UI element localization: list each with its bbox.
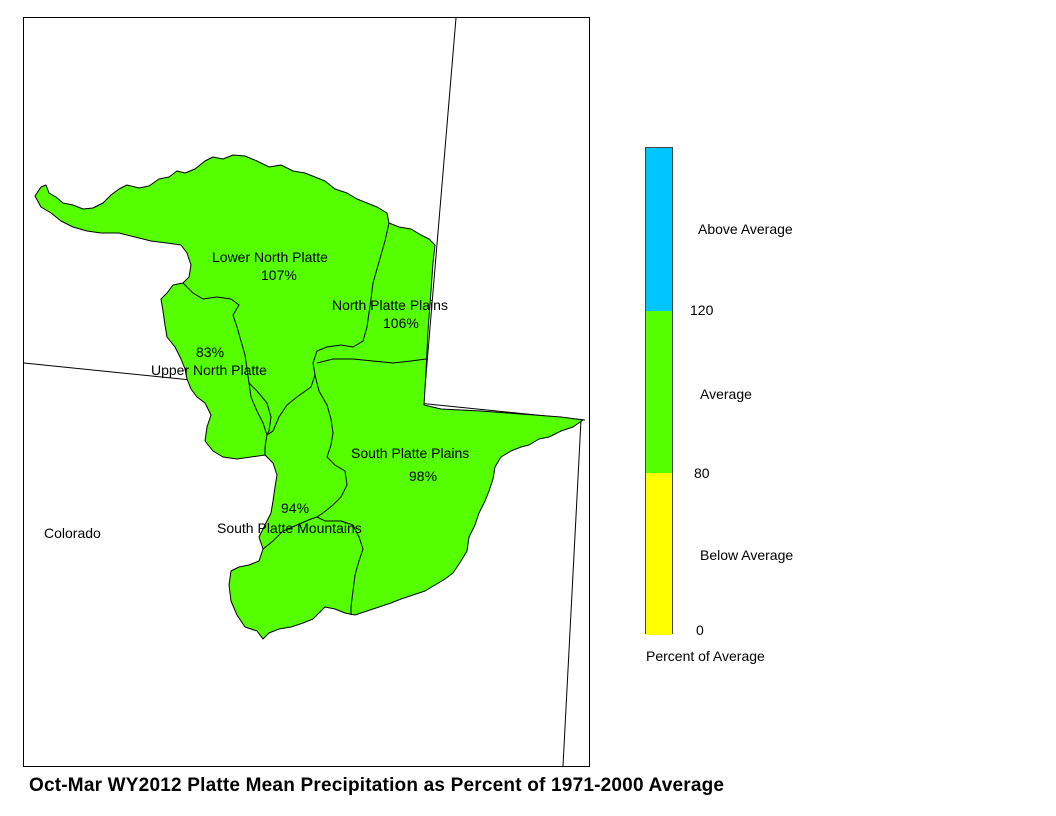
map-title: Oct-Mar WY2012 Platte Mean Precipitation…	[29, 775, 725, 796]
basin-percent-south-platte-mountains: 94%	[281, 500, 310, 516]
legend-label-average: Average	[700, 386, 752, 402]
platte-basin-area	[34, 154, 584, 640]
basin-percent-south-platte-plains: 98%	[409, 468, 438, 484]
map-svg	[24, 18, 586, 766]
legend-break-120: 120	[690, 302, 714, 318]
legend-swatch-below-average	[646, 473, 672, 635]
legend-title: Percent of Average	[646, 648, 765, 664]
state-label: Colorado	[44, 525, 101, 541]
legend-swatch-average	[646, 311, 672, 473]
state-boundary-line	[562, 419, 582, 766]
legend-label-above-average: Above Average	[698, 221, 793, 237]
basin-percent-lower-north-platte: 107%	[261, 267, 297, 283]
legend-break-0: 0	[696, 622, 704, 638]
basin-name-north-platte-plains: North Platte Plains	[332, 297, 448, 313]
basin-name-south-platte-mountains: South Platte Mountains	[217, 520, 362, 536]
legend-color-bar	[645, 147, 673, 635]
basin-name-upper-north-platte: Upper North Platte	[151, 362, 267, 378]
legend-label-below-average: Below Average	[700, 547, 794, 563]
basin-name-lower-north-platte: Lower North Platte	[212, 249, 328, 265]
basin-percent-upper-north-platte: 83%	[196, 344, 225, 360]
basin-percent-north-platte-plains: 106%	[383, 315, 419, 331]
legend-break-80: 80	[694, 465, 710, 481]
state-boundary-line	[422, 18, 457, 412]
legend-swatch-above-average	[646, 148, 672, 311]
map-panel: Lower North Platte 107% North Platte Pla…	[23, 17, 590, 767]
basin-name-south-platte-plains: South Platte Plains	[351, 445, 470, 461]
basin-boundaries	[182, 222, 427, 615]
